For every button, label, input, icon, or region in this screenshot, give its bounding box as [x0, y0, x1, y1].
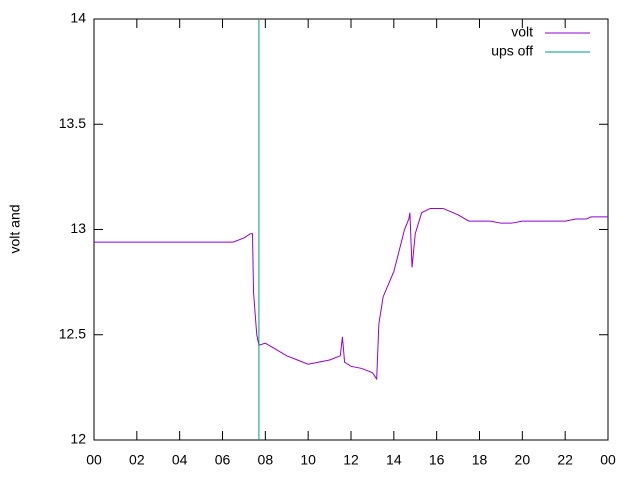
- x-tick-label: 12: [343, 452, 359, 468]
- y-tick-label: 12.5: [59, 325, 86, 341]
- x-tick-label: 04: [172, 452, 188, 468]
- x-tick-label: 22: [557, 452, 573, 468]
- plot-border: [93, 18, 609, 441]
- x-tick-label: 16: [429, 452, 445, 468]
- x-tick-label: 06: [215, 452, 231, 468]
- legend-label: ups off: [491, 43, 533, 59]
- y-tick-label: 13.5: [59, 115, 86, 131]
- x-tick-label: 20: [515, 452, 531, 468]
- x-tick-label: 10: [300, 452, 316, 468]
- x-tick-label: 14: [386, 452, 402, 468]
- series-line: [94, 207, 608, 381]
- y-tick-label: 12: [70, 431, 86, 447]
- legend-label: volt: [511, 24, 533, 40]
- x-tick-label: 18: [472, 452, 488, 468]
- y-axis-label: volt and: [7, 204, 23, 253]
- y-tick-label: 14: [70, 10, 86, 26]
- x-tick-label: 00: [86, 452, 102, 468]
- x-tick-label: 08: [258, 452, 274, 468]
- x-tick-label: 02: [129, 452, 145, 468]
- y-tick-label: 13: [70, 220, 86, 236]
- x-tick-label: 00: [600, 452, 616, 468]
